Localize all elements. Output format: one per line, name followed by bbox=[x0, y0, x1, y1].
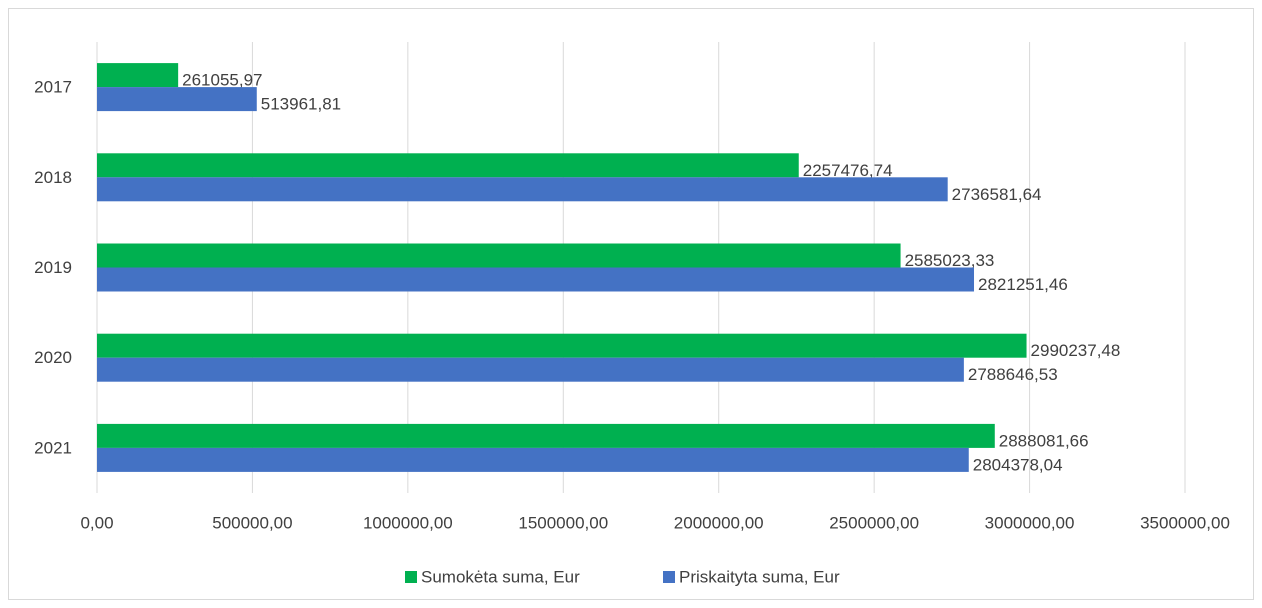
x-tick-label: 3000000,00 bbox=[985, 513, 1075, 532]
x-tick-label: 1000000,00 bbox=[363, 513, 453, 532]
bar bbox=[97, 333, 1027, 358]
value-label: 2804378,04 bbox=[973, 455, 1063, 474]
legend-label: Sumokėta suma, Eur bbox=[421, 567, 580, 586]
bar bbox=[97, 177, 948, 202]
value-label: 2990237,48 bbox=[1031, 341, 1121, 360]
bar bbox=[97, 423, 995, 448]
bar bbox=[97, 267, 975, 292]
value-label: 2585023,33 bbox=[905, 251, 995, 270]
bar bbox=[97, 357, 964, 382]
y-tick-label: 2017 bbox=[34, 78, 72, 97]
legend-swatch bbox=[663, 571, 675, 583]
x-tick-label: 3500000,00 bbox=[1140, 513, 1230, 532]
y-tick-label: 2019 bbox=[34, 258, 72, 277]
value-label: 2736581,64 bbox=[952, 185, 1042, 204]
legend-label: Priskaityta suma, Eur bbox=[679, 567, 840, 586]
legend-swatch bbox=[405, 571, 417, 583]
value-label: 513961,81 bbox=[261, 95, 341, 114]
y-tick-label: 2020 bbox=[34, 348, 72, 367]
x-tick-label: 1500000,00 bbox=[518, 513, 608, 532]
y-tick-label: 2018 bbox=[34, 168, 72, 187]
bar bbox=[97, 87, 257, 112]
x-tick-label: 2500000,00 bbox=[829, 513, 919, 532]
value-label: 2788646,53 bbox=[968, 365, 1058, 384]
x-tick-label: 2000000,00 bbox=[674, 513, 764, 532]
x-tick-label: 0,00 bbox=[80, 513, 113, 532]
x-tick-label: 500000,00 bbox=[212, 513, 292, 532]
value-label: 2888081,66 bbox=[999, 431, 1089, 450]
bar bbox=[97, 153, 799, 178]
value-label: 2257476,74 bbox=[803, 161, 893, 180]
bar bbox=[97, 63, 179, 88]
value-label: 2821251,46 bbox=[978, 275, 1068, 294]
bar bbox=[97, 243, 901, 268]
value-label: 261055,97 bbox=[182, 71, 262, 90]
bar bbox=[97, 447, 969, 472]
y-tick-label: 2021 bbox=[34, 438, 72, 457]
